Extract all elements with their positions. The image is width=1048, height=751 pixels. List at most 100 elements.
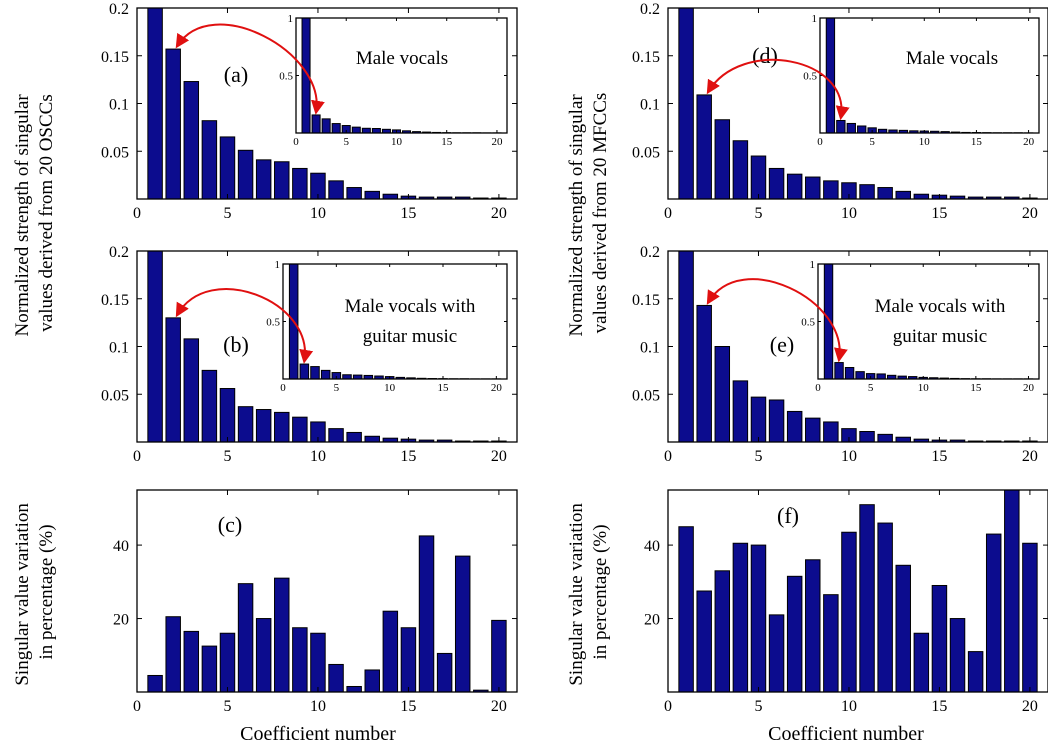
panel-f-ytick-label: 40 <box>644 538 660 555</box>
panel-a-bar <box>147 8 163 199</box>
panel-c-bar <box>436 652 453 692</box>
panel-d-xtick-label: 10 <box>841 205 857 222</box>
inset-a-bar <box>381 128 391 133</box>
inset-b-ytick-label: 0.5 <box>266 317 280 329</box>
panel-e-bar <box>805 417 821 442</box>
panel-c-bar <box>292 627 308 692</box>
panel-f-bar <box>859 504 875 692</box>
panel-d-xtick-label: 5 <box>754 205 762 222</box>
panel-e-bar <box>678 251 694 442</box>
panel-f-bar <box>985 533 1002 692</box>
panel-e-ytick-label: 0.15 <box>632 292 660 309</box>
panel-c-xtick-label: 0 <box>133 698 141 715</box>
panel-f-frame <box>667 489 1048 693</box>
panel-d-xtick-label: 15 <box>931 205 947 222</box>
inset-b-xtick-label: 10 <box>384 382 396 394</box>
inset-a-bar <box>402 130 412 133</box>
panel-f-ytick-label: 20 <box>644 612 660 629</box>
inset-d-xtick-label: 0 <box>817 136 823 148</box>
panel-e-bar <box>895 436 911 442</box>
panel-f-bars <box>678 490 1038 692</box>
panel-e-bar <box>714 346 731 442</box>
panel-c-bar <box>418 535 435 692</box>
panel-e-bar <box>768 399 785 442</box>
inset-b-xtick-label: 15 <box>438 382 450 394</box>
panel-f-bar <box>1004 490 1020 692</box>
inset-d-bar <box>877 128 888 133</box>
panel-b-xtick-label: 0 <box>133 448 141 465</box>
panel-b-ytick-label: 0.15 <box>101 292 129 309</box>
panel-a-ytick-label: 0.05 <box>101 144 129 161</box>
panel-d-bar <box>714 119 731 199</box>
inset-title-b: guitar music <box>363 326 457 347</box>
panel-d-bar <box>805 176 821 199</box>
panel-c-bar <box>237 583 254 692</box>
panel-e-xtick-label: 10 <box>841 448 857 465</box>
panel-f-bar <box>805 559 821 692</box>
inset-title-e: guitar music <box>893 326 987 347</box>
panel-label-b: (b) <box>223 332 249 357</box>
inset-e-bar <box>855 371 865 379</box>
panel-e-bar <box>859 430 875 442</box>
inset-d-ytick-label: 0.5 <box>803 71 817 83</box>
inset-a-xtick-label: 5 <box>343 136 349 148</box>
panel-label-c: (c) <box>218 512 242 537</box>
panel-f-xtick-label: 10 <box>841 698 857 715</box>
panel-b-bar <box>364 435 380 442</box>
panel-c-bars <box>147 535 507 692</box>
panel-e-ytick-label: 0.05 <box>632 387 660 404</box>
panel-c-xtick-label: 15 <box>400 698 416 715</box>
panel-c-bar <box>274 577 290 692</box>
panel-d: 0 5 10 15 20 0.2 0.15 0.1 0.05 (d) 0 5 10 15 20 1 0.5 Mal… <box>632 1 1048 222</box>
ylabel-left-bottom-line1: Singular value variation <box>12 503 33 686</box>
inset-e-bar <box>886 374 897 379</box>
panel-a-bar <box>274 161 290 199</box>
inset-a-bar <box>331 123 341 133</box>
panel-f-xtick-label: 5 <box>754 698 762 715</box>
panel-d-bar <box>678 8 694 199</box>
panel-a-bar <box>201 120 218 199</box>
inset-title-a: Male vocals <box>356 48 448 69</box>
panel-e-xtick-label: 15 <box>931 448 947 465</box>
arrow-d <box>706 59 850 121</box>
panel-c-bar <box>147 674 163 692</box>
ylabel-left-bottom-line2: in percentage (%) <box>36 524 57 659</box>
panel-a-bar <box>292 167 308 199</box>
panel-f-bar <box>841 531 857 692</box>
inset-e-xtick-label: 5 <box>868 382 874 394</box>
panel-b-bar <box>346 431 362 442</box>
inset-e-bar <box>844 367 855 379</box>
panels: 0 5 10 15 200.20.150.10.05(a)0 5 10 15 2010.5Mal… <box>101 1 1048 715</box>
panel-b-bar <box>219 388 236 442</box>
inset-b-ytick-label: 1 <box>275 259 281 271</box>
inset-title-d: Male vocals <box>906 48 998 69</box>
panel-b-xtick-label: 15 <box>400 448 416 465</box>
ylabel-right-top-line1: Normalized strength of singular <box>566 94 587 337</box>
panel-d-xtick-label: 20 <box>1022 205 1038 222</box>
panel-d-bar <box>750 155 767 199</box>
panel-f-xtick-label: 20 <box>1022 698 1038 715</box>
panel-c-bar <box>454 555 471 692</box>
panel-e-bar <box>750 396 767 442</box>
panel-b-xtick-label: 20 <box>491 448 507 465</box>
panel-f-bar <box>732 542 749 692</box>
panel-d-bar <box>823 180 839 199</box>
ylabel-right-bottom-line1: Singular value variation <box>566 503 587 686</box>
panel-d-bar <box>732 140 749 199</box>
ylabel-right-top: Normalized strength of singular values d… <box>566 90 611 337</box>
panel-f-bar <box>750 544 767 692</box>
panel-f-bar <box>768 614 785 692</box>
panel-c-bar <box>491 619 507 692</box>
inset-title-e: Male vocals with <box>875 296 1006 317</box>
panel-f-bar <box>823 594 839 692</box>
panel-c-bar <box>328 663 344 692</box>
ylabel-left-top-line2: values derived from 20 OSCCs <box>36 94 57 331</box>
ylabel-right-bottom-line2: in percentage (%) <box>590 524 611 659</box>
panel-e-xtick-label: 20 <box>1022 448 1038 465</box>
panel-a-bar <box>364 190 380 199</box>
panel-b-bar <box>237 406 254 442</box>
panel-a-bar <box>219 136 236 199</box>
inset-e-bar <box>834 362 844 379</box>
panel-label-d: (d) <box>752 43 778 68</box>
